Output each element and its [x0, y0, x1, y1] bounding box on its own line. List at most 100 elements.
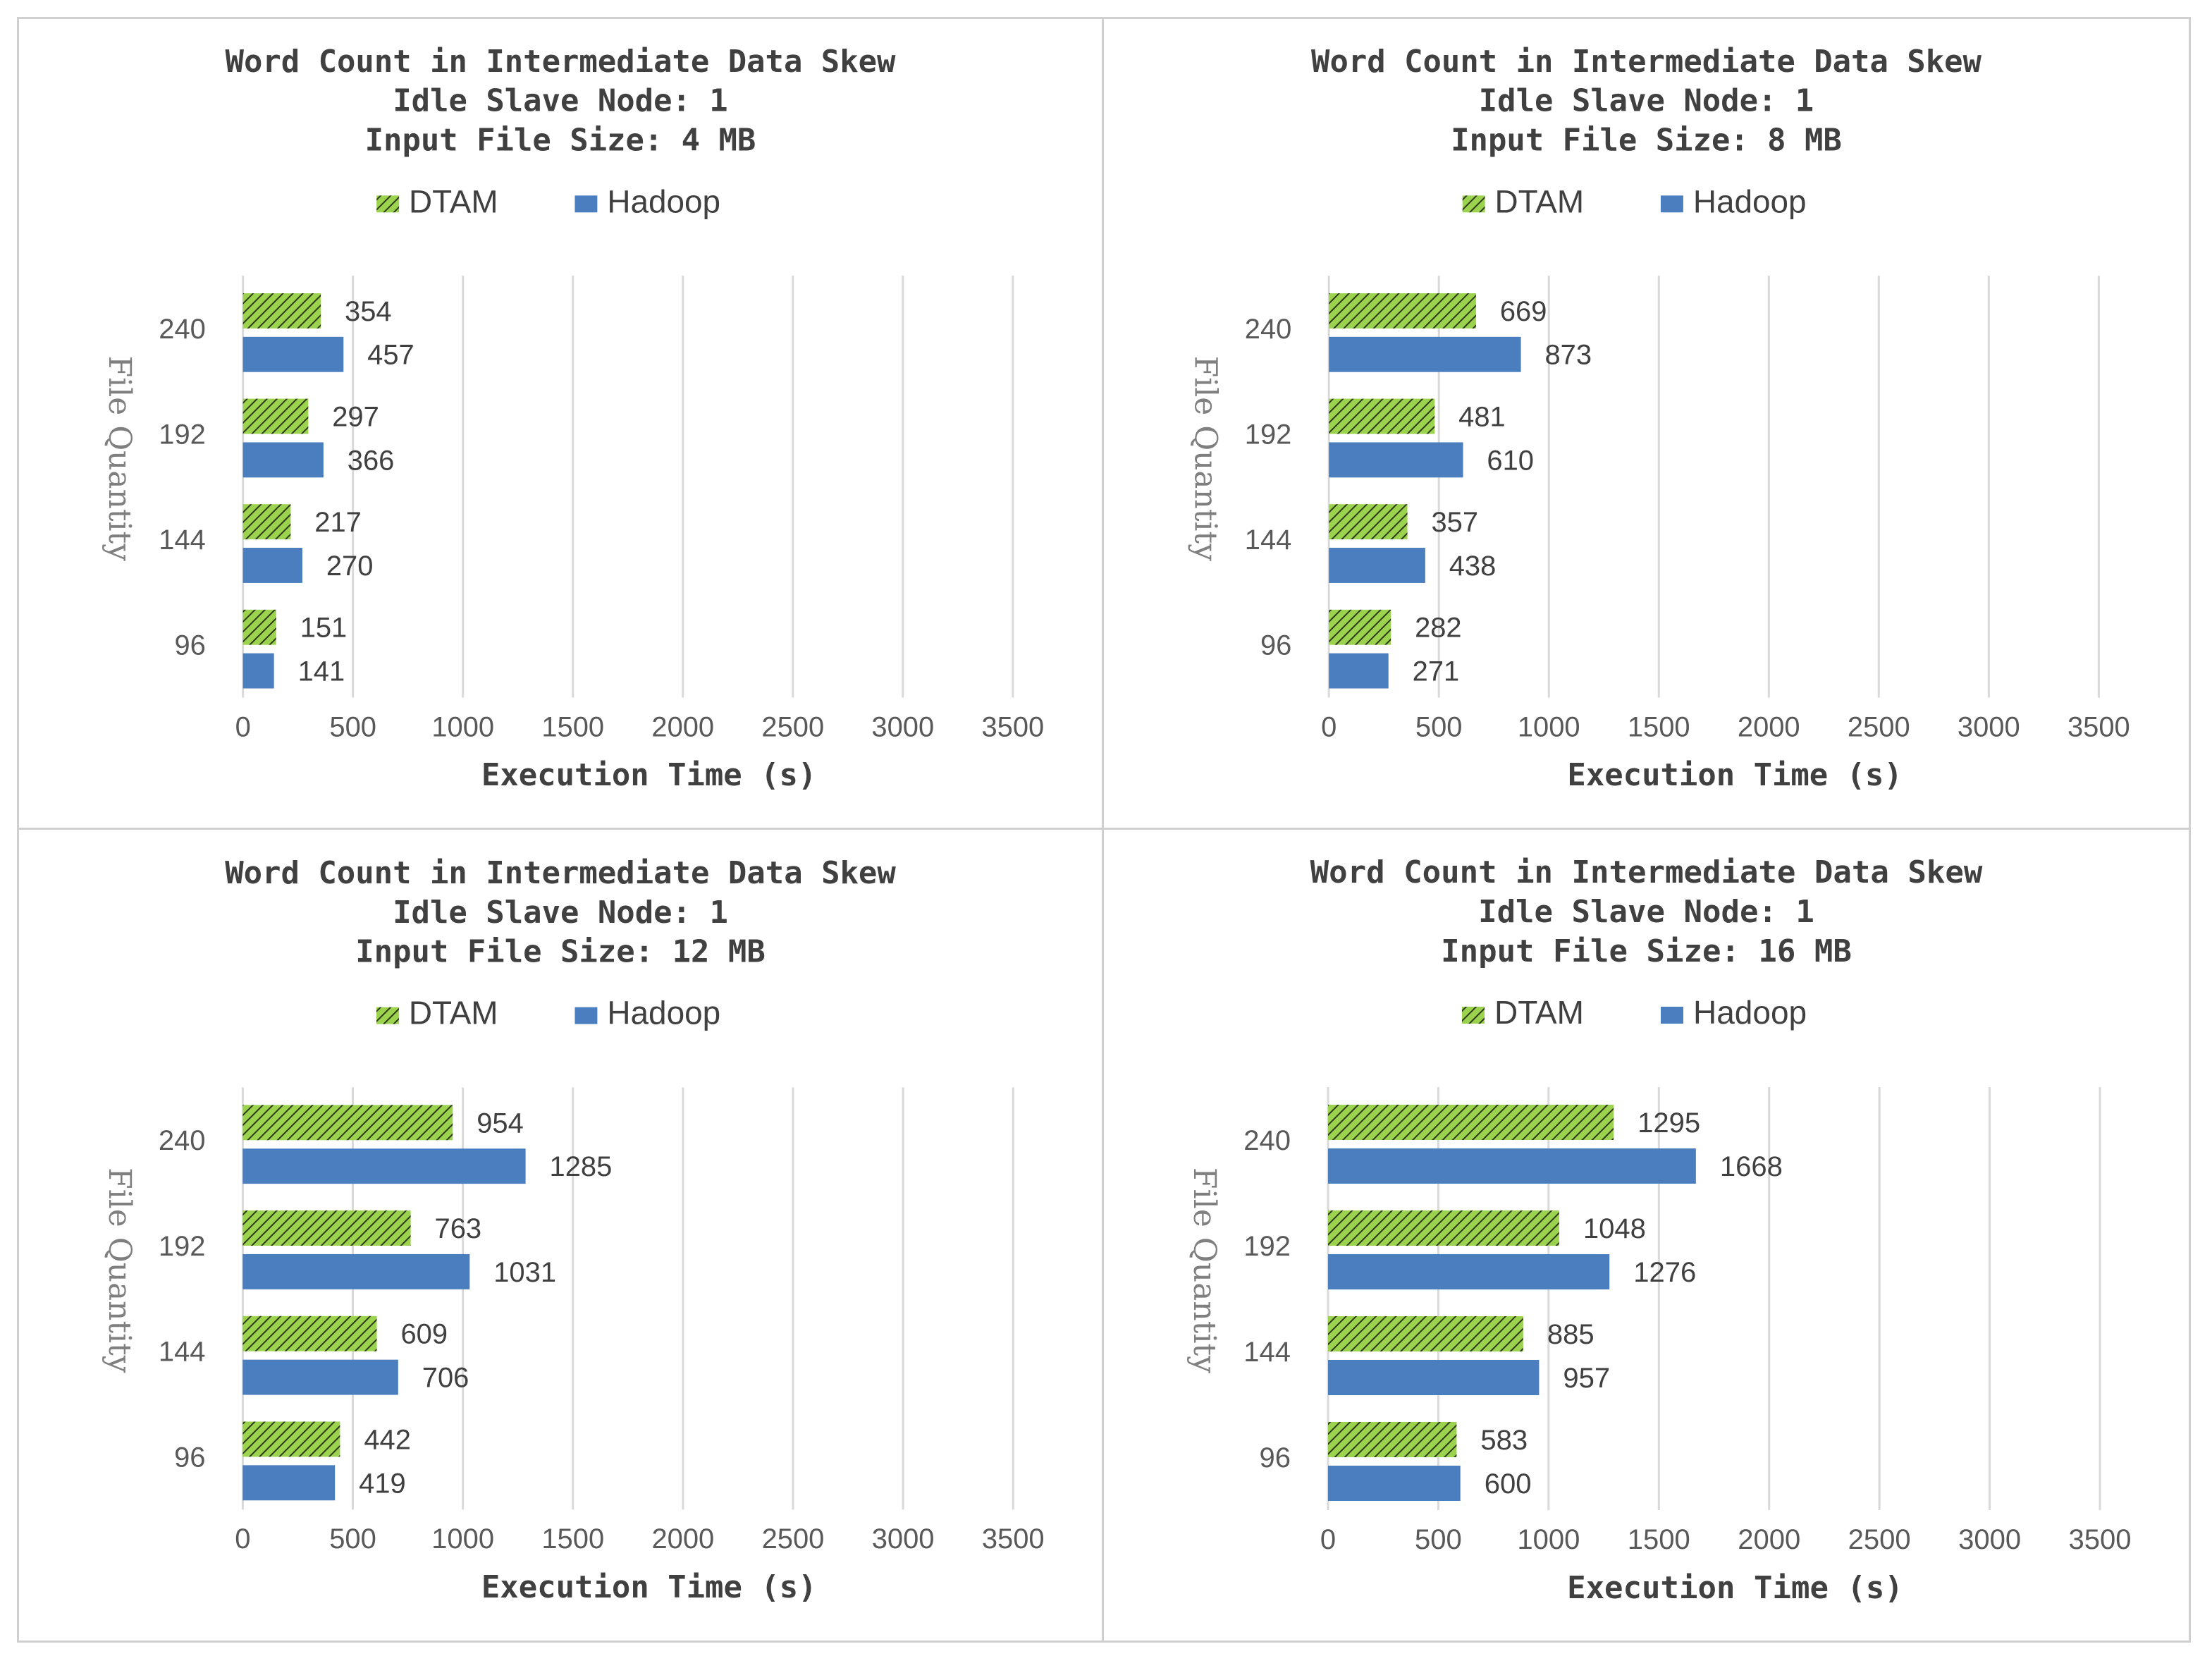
bar-hadoop [1329, 653, 1389, 689]
data-label: 954 [477, 1108, 524, 1139]
chart-panel-4mb: Word Count in Intermediate Data Skew Idle… [19, 19, 1104, 830]
data-label: 270 [326, 551, 374, 582]
x-tick-label: 3000 [1958, 711, 2020, 742]
category-label: 96 [1260, 630, 1291, 661]
chart-title-line: Idle Slave Node: 1 [393, 83, 727, 119]
x-tick-label: 2500 [1848, 711, 1910, 742]
data-label: 151 [300, 613, 348, 644]
bar-dtam [242, 504, 291, 540]
x-tick-label: 1500 [541, 711, 604, 742]
x-tick-label: 2000 [1738, 711, 1800, 742]
data-label: 282 [1415, 613, 1462, 644]
bar-chart: Word Count in Intermediate Data SkewIdle… [1188, 44, 2130, 793]
chart-title-line: Idle Slave Node: 1 [393, 895, 728, 931]
data-label: 706 [422, 1363, 469, 1394]
legend-swatch-hadoop [1660, 195, 1683, 213]
data-label: 885 [1547, 1319, 1595, 1350]
bar-dtam [1328, 1316, 1523, 1351]
x-tick-label: 500 [329, 711, 376, 742]
x-tick-label: 500 [1415, 711, 1463, 742]
chart-title-line: Idle Slave Node: 1 [1479, 83, 1814, 119]
legend-swatch-hadoop [1661, 1007, 1683, 1024]
chart-title-line: Input File Size: 8 MB [1451, 123, 1842, 159]
bar-hadoop [242, 1148, 526, 1184]
bar-hadoop [1329, 336, 1521, 372]
x-tick-label: 2500 [1848, 1524, 1911, 1555]
legend-label-dtam: DTAM [1494, 994, 1584, 1031]
bar-hadoop [242, 442, 324, 478]
x-axis-label: Execution Time (s) [481, 757, 816, 793]
y-axis-label: File Quantity [1188, 356, 1224, 561]
data-label: 271 [1413, 656, 1460, 687]
category-label: 144 [1243, 1337, 1291, 1368]
bar-hadoop [242, 548, 302, 583]
bar-hadoop [1328, 1466, 1461, 1501]
chart-title-line: Idle Slave Node: 1 [1478, 894, 1814, 930]
data-label: 609 [400, 1319, 448, 1350]
bar-dtam [1328, 1210, 1559, 1246]
bar-dtam [242, 1210, 411, 1246]
category-label: 240 [1243, 1125, 1291, 1156]
data-label: 610 [1487, 445, 1534, 476]
bar-hadoop [242, 1465, 336, 1501]
data-label: 1031 [493, 1257, 556, 1288]
legend-swatch-hadoop [574, 1007, 598, 1024]
category-label: 192 [1245, 419, 1292, 450]
bar-dtam [242, 1421, 340, 1457]
chart-title-line: Word Count in Intermediate Data Skew [1311, 44, 1982, 80]
bar-chart: Word Count in Intermediate Data SkewIdle… [102, 44, 1044, 793]
legend-swatch-dtam [1462, 195, 1485, 213]
category-label: 144 [159, 525, 206, 556]
chart-grid: Word Count in Intermediate Data Skew Idle… [17, 17, 2191, 1643]
category-label: 240 [159, 1125, 206, 1156]
y-axis-label: File Quantity [102, 356, 137, 561]
x-tick-label: 0 [1320, 1524, 1336, 1555]
x-tick-label: 3500 [2067, 711, 2130, 742]
bar-dtam [242, 609, 276, 645]
x-tick-label: 1000 [431, 711, 494, 742]
x-tick-label: 0 [1321, 711, 1337, 742]
chart-title-line: Word Count in Intermediate Data Skew [1310, 854, 1983, 890]
data-label: 1048 [1583, 1213, 1646, 1244]
x-tick-label: 1500 [1628, 1524, 1690, 1555]
bar-dtam [242, 1105, 453, 1141]
x-tick-label: 500 [1415, 1524, 1462, 1555]
bar-chart: Word Count in Intermediate Data SkewIdle… [102, 855, 1045, 1605]
data-label: 669 [1500, 296, 1547, 327]
chart-title-line: Word Count in Intermediate Data Skew [226, 44, 897, 80]
y-axis-label: File Quantity [102, 1167, 137, 1373]
legend-swatch-dtam [1462, 1007, 1485, 1024]
category-label: 144 [1245, 525, 1292, 556]
x-tick-label: 3000 [871, 711, 934, 742]
x-tick-label: 2000 [651, 711, 714, 742]
data-label: 873 [1545, 340, 1592, 371]
category-label: 192 [159, 1231, 206, 1262]
legend-swatch-dtam [376, 1007, 399, 1024]
bar-hadoop [1329, 548, 1425, 583]
bar-dtam [242, 293, 321, 329]
x-tick-label: 2000 [651, 1523, 714, 1554]
data-label: 457 [367, 340, 414, 371]
x-tick-label: 0 [235, 1523, 250, 1554]
x-tick-label: 1000 [1517, 1524, 1580, 1555]
data-label: 600 [1485, 1468, 1532, 1500]
data-label: 442 [364, 1424, 411, 1455]
bar-dtam [1328, 1422, 1457, 1457]
x-axis-label: Execution Time (s) [1567, 757, 1902, 793]
legend-label-hadoop: Hadoop [1693, 183, 1807, 219]
legend-label-hadoop: Hadoop [1693, 994, 1807, 1031]
legend-label-hadoop: Hadoop [607, 183, 720, 219]
x-tick-label: 3500 [982, 1523, 1045, 1554]
category-label: 240 [1245, 314, 1292, 345]
x-axis-label: Execution Time (s) [1567, 1570, 1903, 1606]
category-label: 192 [1243, 1231, 1291, 1262]
chart-panel-8mb: Word Count in Intermediate Data Skew Idle… [1104, 19, 2189, 830]
bar-chart: Word Count in Intermediate Data Skew Idle… [1186, 854, 2131, 1606]
legend-label-dtam: DTAM [1495, 183, 1585, 219]
data-label: 354 [345, 296, 392, 327]
bar-dtam [1329, 609, 1391, 645]
category-label: 96 [1260, 1442, 1291, 1473]
category-label: 240 [159, 314, 206, 345]
x-tick-label: 2000 [1738, 1524, 1800, 1555]
x-axis-label: Execution Time (s) [481, 1569, 817, 1605]
